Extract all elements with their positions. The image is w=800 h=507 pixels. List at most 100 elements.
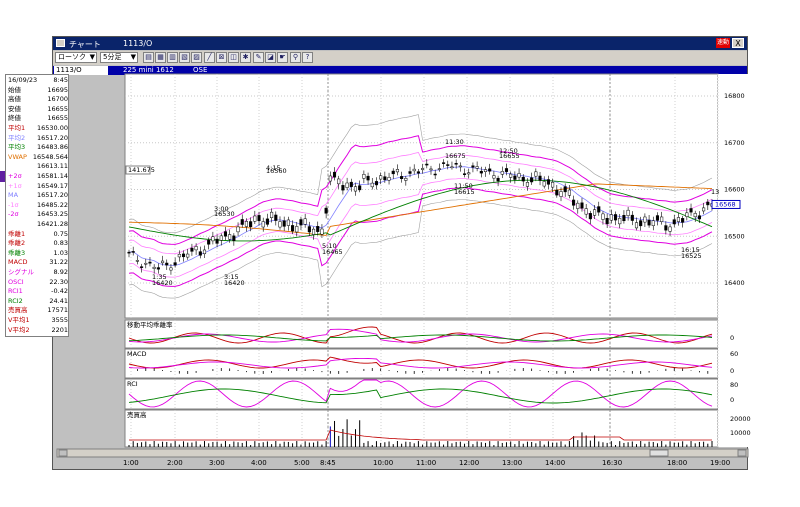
candle-body <box>450 166 454 169</box>
candle-body <box>421 168 425 170</box>
data-row-label: 高値 <box>8 95 21 104</box>
candle-body <box>341 185 345 191</box>
volume-icon[interactable]: ▨ <box>191 52 202 63</box>
data-row-value: 8:45 <box>53 76 68 84</box>
price-axis-label: 16500 <box>724 232 745 240</box>
candle-body <box>605 218 609 225</box>
indicator-panel <box>124 378 719 410</box>
candle-body <box>228 234 232 240</box>
indicator-axis-label: 0 <box>730 367 734 375</box>
live-update-button[interactable]: 速動 <box>716 38 730 48</box>
candle-body <box>639 220 643 227</box>
interval-select[interactable]: 5分足 ▼ <box>100 52 138 63</box>
data-row-label: -2σ <box>8 210 19 219</box>
candle-body <box>295 226 299 233</box>
data-window: 16/09/23 8:45 始値 16695 高値 16700 安値 16655 終値 16655… <box>0 74 69 337</box>
candle-body <box>412 168 416 172</box>
candle-body <box>328 175 332 182</box>
data-row-label: 16/09/23 <box>8 76 38 84</box>
candle-body <box>609 214 613 221</box>
table-icon[interactable]: ▦ <box>155 52 166 63</box>
time-axis-label: 10:00 <box>373 459 394 467</box>
data-row: 平均1 16530.00 <box>8 124 68 133</box>
chart-type-icon[interactable]: ▤ <box>143 52 154 63</box>
data-row-label: 平均3 <box>8 143 26 152</box>
pen-icon[interactable]: ✎ <box>253 52 264 63</box>
scroll-left-button[interactable] <box>58 449 68 457</box>
candle-body <box>660 216 664 222</box>
info-bar: 1113/O 225 mini 1612 OSE <box>53 66 747 75</box>
bollinger-lower-2sigma <box>128 187 713 287</box>
candle-body <box>244 221 248 227</box>
candle-body <box>383 176 387 181</box>
data-row: V平均1 3555 <box>8 316 68 325</box>
candle-body <box>362 174 366 179</box>
candle-body <box>358 185 362 191</box>
envelope-lower <box>128 199 713 299</box>
exchange-name: OSE <box>193 66 208 74</box>
candle-body <box>131 251 135 253</box>
print-icon[interactable]: ◫ <box>228 52 239 63</box>
data-row-label: 乖離3 <box>8 248 26 257</box>
price-axis-label: 16400 <box>724 279 745 287</box>
candle-body <box>437 168 441 170</box>
settings-icon[interactable]: ✱ <box>240 52 251 63</box>
data-row-label: V平均2 <box>8 325 30 334</box>
candle-body <box>517 173 521 178</box>
chart-type-value: ローソク <box>58 53 86 61</box>
zoom-icon[interactable]: ⊠ <box>216 52 227 63</box>
candle-body <box>278 221 282 228</box>
candle-body <box>651 220 655 226</box>
indicator-panel <box>124 409 719 448</box>
candle-body <box>148 261 152 264</box>
candle-body <box>324 207 328 214</box>
price-annotation-time: 16:15 <box>681 246 700 254</box>
data-row: 16/09/23 8:45 <box>8 76 68 85</box>
data-row-label: 平均1 <box>8 124 26 132</box>
candle-body <box>546 179 550 185</box>
eraser-icon[interactable]: ◪ <box>265 52 276 63</box>
price-axis-area <box>718 74 748 447</box>
candle-body <box>433 173 437 176</box>
help-icon[interactable]: ? <box>302 52 313 63</box>
candle-body <box>685 212 689 217</box>
candle-body <box>521 176 525 182</box>
data-row-value: 16655 <box>47 114 68 123</box>
candle-body <box>337 178 341 185</box>
scroll-right-button[interactable] <box>737 449 747 457</box>
price-annotation-time: 11:30 <box>445 138 464 146</box>
candle-body <box>429 168 433 171</box>
symbol-field[interactable]: 1113/O <box>54 66 108 75</box>
candle-body <box>613 214 618 221</box>
candle-body <box>492 175 496 179</box>
price-annotation-time: 3:15 <box>224 273 239 281</box>
chart-type-select[interactable]: ローソク ▼ <box>55 52 97 63</box>
vwap-line <box>128 183 713 236</box>
search-icon[interactable]: ⚲ <box>290 52 301 63</box>
time-axis-label: 16:30 <box>602 459 623 467</box>
candle-body <box>530 177 534 183</box>
data-row-value: 16421.28 <box>36 220 68 228</box>
data-row-value: 31.22 <box>49 258 68 267</box>
candle-body <box>286 219 290 226</box>
candle-body <box>307 226 311 233</box>
hand-icon[interactable]: ☛ <box>277 52 288 63</box>
candle-body <box>647 219 651 226</box>
candle-body <box>215 238 219 244</box>
candle-body <box>253 215 257 222</box>
data-row-value: 24.41 <box>49 296 68 305</box>
compare-icon[interactable]: ▧ <box>179 52 190 63</box>
data-row-label: OSCI <box>8 277 24 286</box>
data-row-label: 終値 <box>8 114 21 123</box>
candle-body <box>379 175 383 180</box>
draw-line-icon[interactable]: ╱ <box>204 52 215 63</box>
candle-body <box>140 266 144 268</box>
candle-body <box>702 207 706 212</box>
scroll-thumb[interactable] <box>649 449 669 457</box>
price-annotation-value: 16465 <box>322 248 343 256</box>
price-annotation-value: 16525 <box>681 252 702 260</box>
close-button[interactable]: X <box>732 38 744 48</box>
indicator-axis-label: 10000 <box>730 429 751 437</box>
grid-icon[interactable]: ▥ <box>167 52 178 63</box>
